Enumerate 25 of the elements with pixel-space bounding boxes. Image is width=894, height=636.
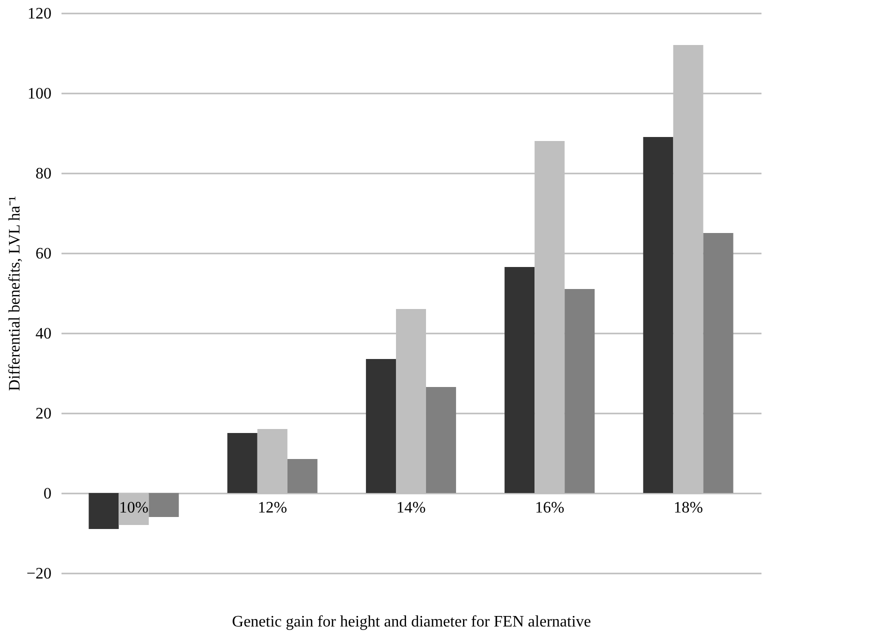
y-tick-label: 80 bbox=[36, 166, 52, 182]
x-tick-label: 10% bbox=[119, 500, 148, 516]
bar bbox=[366, 359, 396, 493]
bar bbox=[504, 267, 535, 493]
y-tick-label: 60 bbox=[36, 246, 52, 262]
y-tick-label: 120 bbox=[28, 6, 52, 22]
y-axis-title: Differential benefits, LVL ha⁻¹ bbox=[6, 196, 24, 391]
bar bbox=[148, 493, 179, 517]
bar bbox=[703, 233, 734, 493]
x-tick-label: 18% bbox=[674, 500, 703, 516]
bar bbox=[287, 459, 318, 493]
x-tick-label: 12% bbox=[258, 500, 288, 516]
x-axis-title: Genetic gain for height and diameter for FEN alernative bbox=[232, 614, 591, 630]
x-tick-label: 14% bbox=[396, 500, 426, 516]
bar bbox=[426, 387, 456, 493]
bar bbox=[88, 493, 119, 529]
x-tick-label: 16% bbox=[534, 500, 564, 516]
y-tick-label: 20 bbox=[36, 406, 52, 422]
y-tick-label: −20 bbox=[26, 566, 52, 582]
y-tick-label: 100 bbox=[28, 86, 52, 102]
y-tick-label: 40 bbox=[36, 326, 52, 342]
y-tick-label: 0 bbox=[44, 486, 52, 502]
bar bbox=[643, 137, 674, 493]
bar bbox=[564, 289, 595, 493]
bar bbox=[227, 433, 258, 493]
